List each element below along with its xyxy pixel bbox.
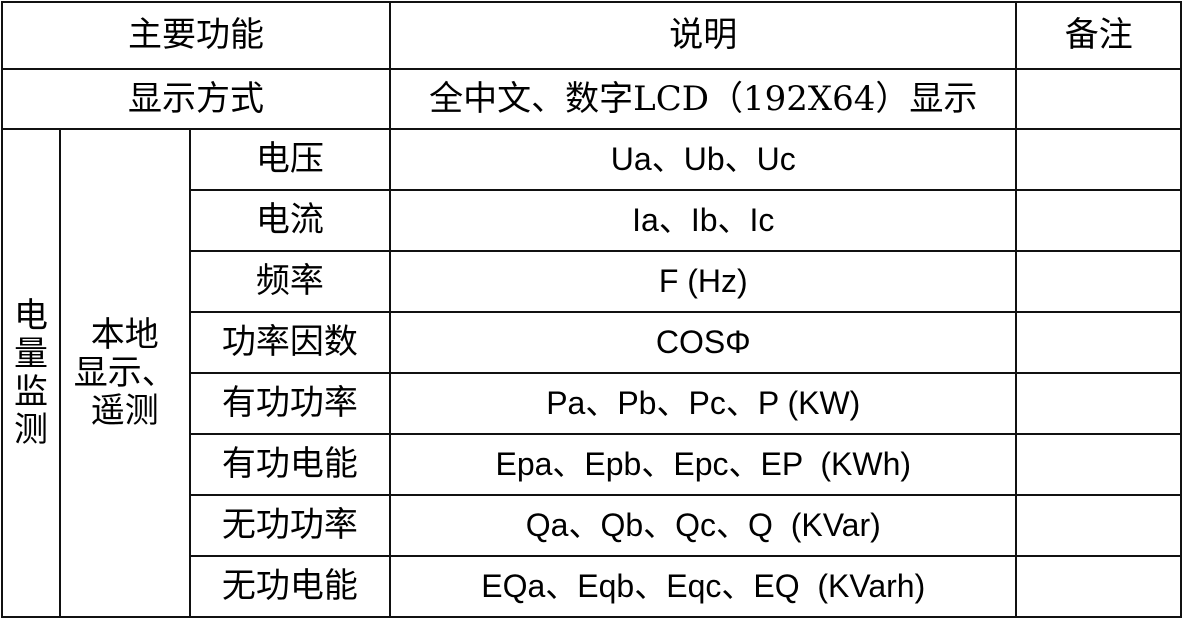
item-cell: 频率: [188, 250, 392, 313]
description-cell: Qa、Qb、Qc、Q (KVar): [389, 494, 1018, 557]
remarks-cell: [1015, 189, 1182, 252]
remarks-cell: [1015, 433, 1182, 496]
header-description: 说明: [389, 1, 1018, 70]
subcategory-cell: 本地 显示、 遥测: [58, 128, 191, 618]
category-cell: 电 量 监 测: [1, 128, 61, 618]
description-cell: Ua、Ub、Uc: [389, 128, 1018, 191]
item-cell: 无功功率: [188, 494, 392, 557]
table-row: 有功电能 Epa、Epb、Epc、EP (KWh): [2, 433, 1182, 496]
remarks-cell: [1015, 372, 1182, 435]
remarks-cell: [1015, 494, 1182, 557]
description-cell: F (Hz): [389, 250, 1018, 313]
display-description: 全中文、数字LCD（192X64）显示: [389, 68, 1018, 130]
display-label: 显示方式: [0, 68, 392, 130]
table-row: 有功功率 Pa、Pb、Pc、P (KW): [2, 372, 1182, 435]
item-cell: 无功电能: [188, 555, 392, 618]
table-row: 无功功率 Qa、Qb、Qc、Q (KVar): [2, 494, 1182, 557]
table-row: 电 量 监 测本地 显示、 遥测 电压 Ua、Ub、Uc: [1, 128, 1182, 618]
item-cell: 电压: [188, 128, 392, 191]
item-cell: 有功功率: [188, 372, 392, 435]
table-row: 电流 Ia、Ib、Ic: [2, 189, 1182, 252]
display-row: 显示方式 全中文、数字LCD（192X64）显示: [0, 68, 1182, 130]
table-row: 功率因数 COSΦ: [2, 311, 1182, 374]
header-remarks: 备注: [1015, 1, 1182, 70]
description-cell: Pa、Pb、Pc、P (KW): [389, 372, 1018, 435]
remarks-cell: [1015, 128, 1182, 191]
table-row: 频率 F (Hz): [2, 250, 1182, 313]
header-function: 主要功能: [0, 1, 392, 70]
description-cell: EQa、Eqb、Eqc、EQ (KVarh): [389, 555, 1018, 618]
item-cell: 有功电能: [188, 433, 392, 496]
description-cell: Epa、Epb、Epc、EP (KWh): [389, 433, 1018, 496]
header-row: 主要功能 说明 备注: [0, 1, 1182, 70]
item-cell: 电流: [188, 189, 392, 252]
description-cell: COSΦ: [389, 311, 1018, 374]
remarks-cell: [1015, 250, 1182, 313]
remarks-cell: [1015, 311, 1182, 374]
remarks-cell: [1015, 555, 1182, 618]
item-cell: 功率因数: [188, 311, 392, 374]
description-cell: Ia、Ib、Ic: [389, 189, 1018, 252]
display-remarks: [1015, 68, 1182, 130]
function-table: 主要功能 说明 备注 显示方式 全中文、数字LCD（192X64）显示 电 量 …: [0, 1, 1182, 618]
table-row: 无功电能 EQa、Eqb、Eqc、EQ (KVarh): [2, 555, 1182, 618]
